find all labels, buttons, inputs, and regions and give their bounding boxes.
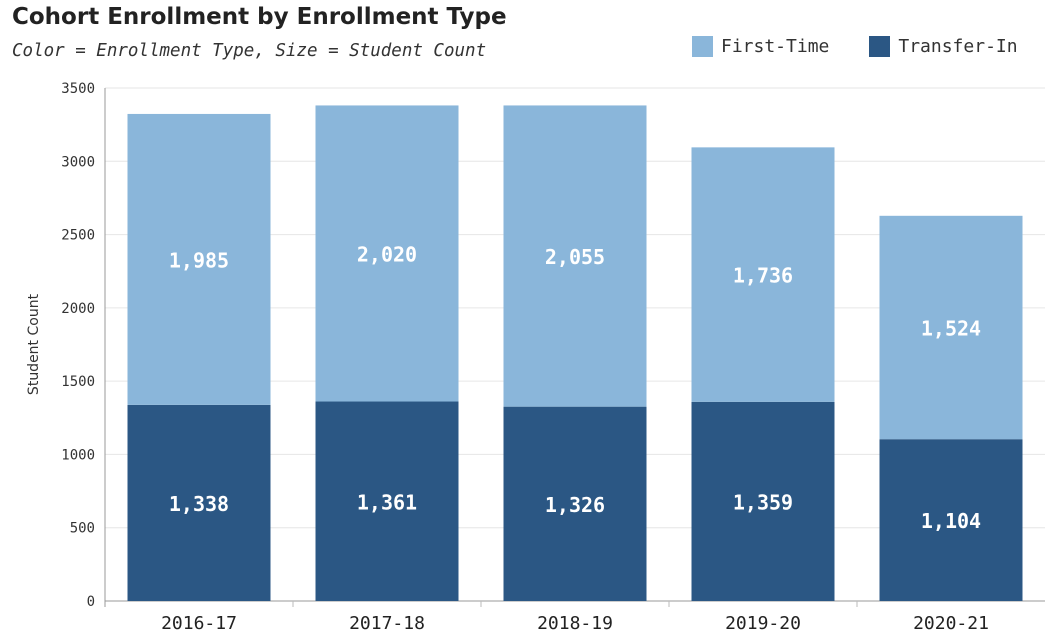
x-tick-label: 2017-18 (349, 613, 425, 634)
chart-legend: First-Time Transfer-In (692, 36, 1058, 57)
legend-label-first-time: First-Time (721, 36, 830, 57)
y-tick-label: 500 (70, 521, 95, 537)
data-label-transfer-in: 1,326 (545, 493, 605, 517)
data-label-transfer-in: 1,104 (921, 509, 981, 533)
y-tick-label: 2000 (61, 301, 95, 317)
legend-item-transfer-in[interactable]: Transfer-In (869, 36, 1018, 57)
bar-first-time (691, 147, 835, 402)
data-label-transfer-in: 1,338 (169, 492, 229, 516)
x-tick-label: 2016-17 (161, 613, 237, 634)
data-label-transfer-in: 1,361 (357, 490, 417, 514)
y-tick-label: 1500 (61, 374, 95, 390)
x-tick-label: 2019-20 (725, 613, 801, 634)
data-label-first-time: 1,524 (921, 316, 981, 340)
data-label-first-time: 2,055 (545, 245, 605, 269)
bar-transfer-in (315, 401, 459, 601)
chart-subtitle: Color = Enrollment Type, Size = Student … (12, 41, 487, 61)
bar-first-time (315, 105, 459, 402)
x-tick-label: 2018-19 (537, 613, 613, 634)
bar-transfer-in (691, 401, 835, 601)
bar-first-time (879, 215, 1023, 440)
bar-transfer-in (879, 439, 1023, 601)
legend-swatch-transfer-in (869, 36, 891, 57)
chart-title: Cohort Enrollment by Enrollment Type (12, 4, 507, 30)
x-tick-label: 2020-21 (913, 613, 989, 634)
y-axis-label: Student Count (26, 293, 42, 395)
data-label-first-time: 1,736 (733, 264, 793, 288)
bar-transfer-in (503, 406, 647, 601)
legend-swatch-first-time (692, 36, 713, 57)
y-tick-label: 3500 (61, 81, 95, 97)
y-tick-label: 2500 (61, 228, 95, 244)
data-label-first-time: 1,985 (169, 248, 229, 272)
data-label-transfer-in: 1,359 (733, 490, 793, 514)
data-label-first-time: 2,020 (357, 242, 417, 266)
bar-first-time (503, 105, 647, 407)
y-tick-label: 0 (87, 594, 95, 610)
legend-item-first-time[interactable]: First-Time (692, 36, 829, 57)
legend-label-transfer-in: Transfer-In (898, 36, 1018, 57)
y-tick-label: 1000 (61, 447, 95, 463)
bar-transfer-in (127, 404, 271, 601)
y-tick-label: 3000 (61, 154, 95, 170)
bar-first-time (127, 113, 271, 405)
